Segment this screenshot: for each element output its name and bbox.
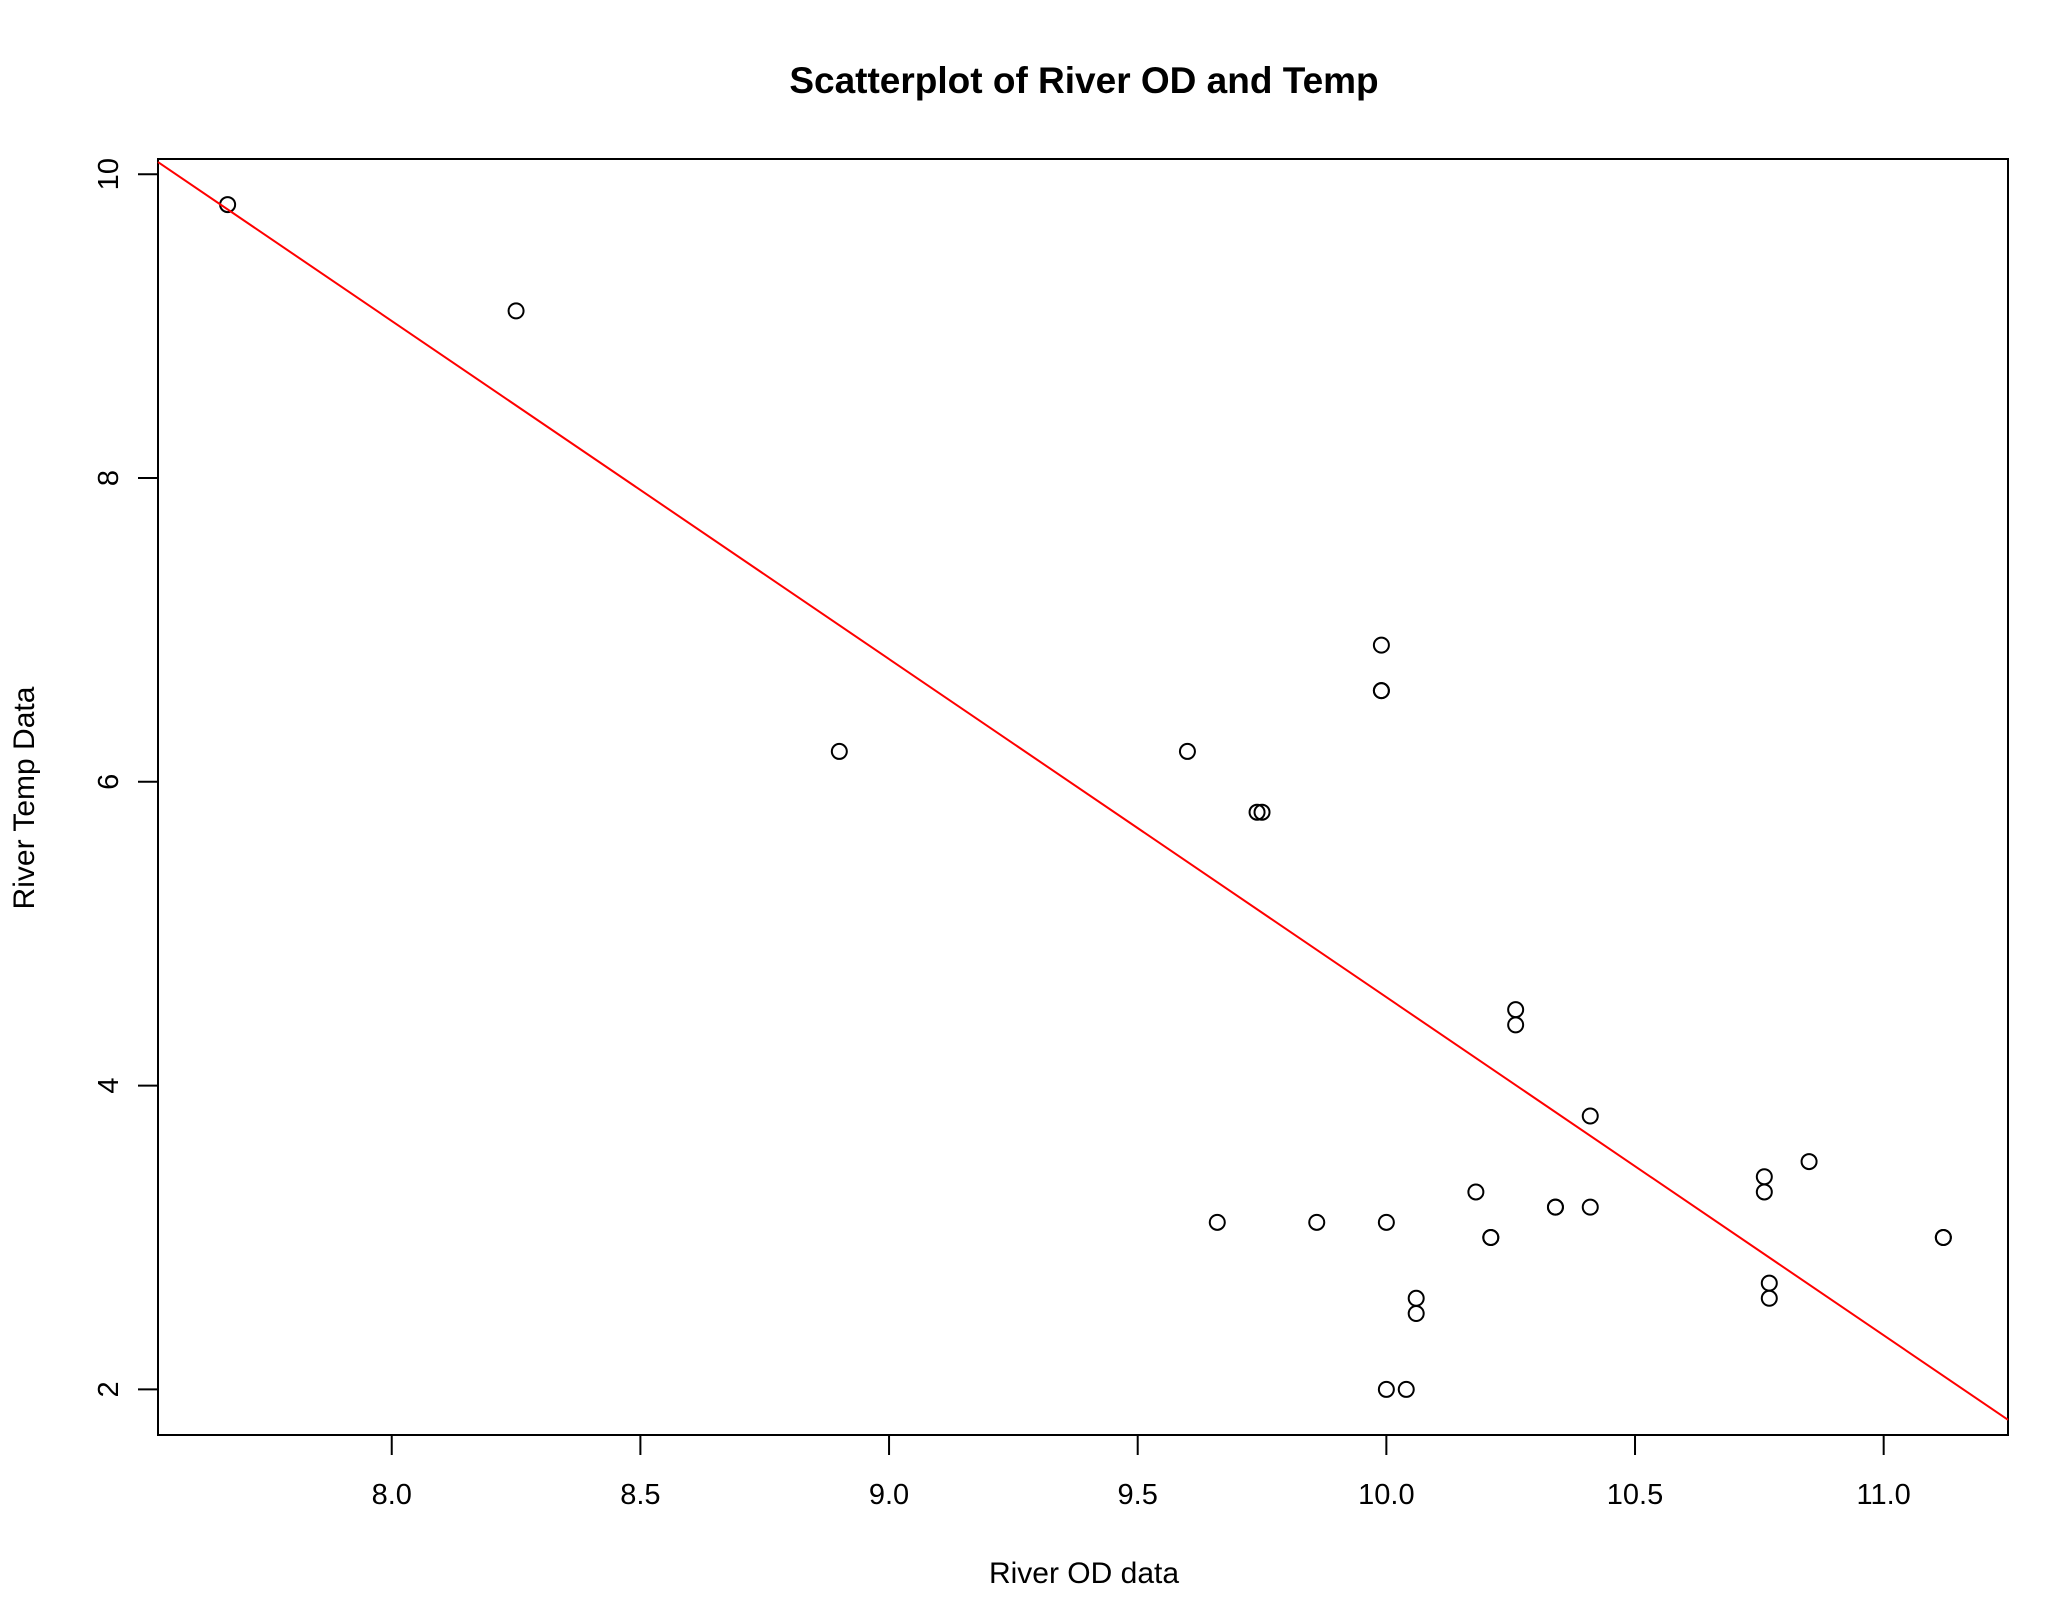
regression-line-layer — [157, 161, 2009, 1421]
data-point — [1934, 1229, 1952, 1247]
data-point — [1581, 1198, 1599, 1216]
data-point — [1372, 682, 1390, 700]
data-point — [507, 302, 525, 320]
x-tick-label: 9.5 — [1118, 1479, 1158, 1511]
data-point — [1397, 1380, 1415, 1398]
data-point — [1800, 1153, 1818, 1171]
data-point — [1467, 1183, 1485, 1201]
x-tick-label: 10.0 — [1358, 1479, 1414, 1511]
y-tick-label: 4 — [93, 1078, 125, 1094]
data-point — [1308, 1213, 1326, 1231]
data-point — [1581, 1107, 1599, 1125]
data-point — [1248, 803, 1266, 821]
data-points — [219, 196, 1952, 1398]
data-point — [1760, 1289, 1778, 1307]
y-tick-label: 6 — [93, 774, 125, 790]
x-tick-label: 8.0 — [372, 1479, 412, 1511]
data-point — [1377, 1380, 1395, 1398]
data-point — [1253, 803, 1271, 821]
x-axis: 8.0 8.5 9.0 9.5 10.0 10.5 11.0 — [372, 1434, 1911, 1511]
data-point — [1760, 1274, 1778, 1292]
data-point — [1178, 742, 1196, 760]
x-tick-label: 10.5 — [1607, 1479, 1663, 1511]
y-axis: 2 4 6 8 10 — [93, 158, 159, 1397]
x-tick-label: 9.0 — [869, 1479, 909, 1511]
y-tick-label: 10 — [93, 158, 125, 190]
y-tick-label: 2 — [93, 1381, 125, 1397]
data-point — [1755, 1183, 1773, 1201]
data-point — [1507, 1001, 1525, 1019]
data-point — [1507, 1016, 1525, 1034]
data-point — [1407, 1289, 1425, 1307]
data-point — [1372, 636, 1390, 654]
data-point — [1377, 1213, 1395, 1231]
data-point — [1546, 1198, 1564, 1216]
data-point — [1755, 1168, 1773, 1186]
data-point — [1208, 1213, 1226, 1231]
data-point — [1407, 1304, 1425, 1322]
y-axis-label: River Temp Data — [8, 686, 41, 909]
chart-title: Scatterplot of River OD and Temp — [789, 60, 1378, 101]
data-point — [830, 742, 848, 760]
data-point — [1482, 1229, 1500, 1247]
x-axis-label: River OD data — [989, 1557, 1179, 1590]
y-tick-label: 8 — [93, 470, 125, 486]
x-tick-label: 8.5 — [620, 1479, 660, 1511]
regression-line — [157, 161, 2009, 1421]
x-tick-label: 11.0 — [1857, 1479, 1911, 1511]
